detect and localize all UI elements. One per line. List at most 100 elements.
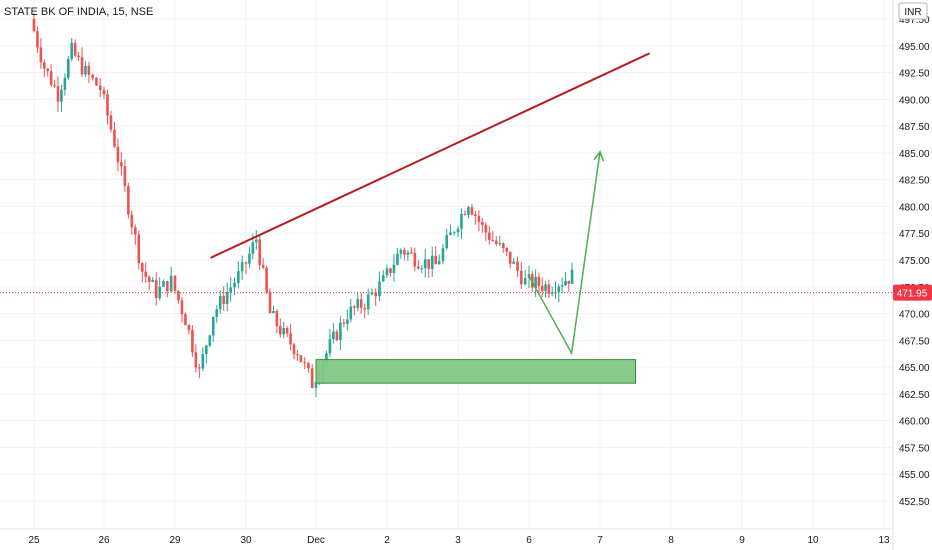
candle-body	[84, 65, 87, 75]
candle-body	[498, 243, 502, 245]
candle-body	[332, 331, 335, 340]
candle-body	[325, 353, 328, 364]
candle-body	[437, 261, 441, 265]
candle-body	[491, 240, 495, 242]
time-axis[interactable]: 25 26 29 30 Dec 2 3 6 7 8 9 10 13	[28, 535, 890, 546]
candle-body	[560, 285, 564, 287]
price-tick-label: 477.50	[899, 229, 930, 240]
candle-body	[399, 249, 403, 254]
price-tick-label: 495.00	[899, 42, 930, 53]
candle-body	[494, 240, 498, 244]
candle-body	[282, 327, 286, 335]
candle-body	[381, 275, 385, 282]
candle-body	[352, 306, 356, 308]
candle-body	[261, 265, 265, 268]
candle-body	[169, 275, 173, 292]
candle-body	[567, 280, 571, 284]
candle-body	[32, 19, 36, 32]
candle-body	[140, 263, 144, 272]
candle-body	[449, 232, 452, 236]
candle-body	[154, 279, 158, 299]
candle-body	[427, 259, 431, 269]
candle-body	[430, 255, 434, 269]
candle-body	[42, 62, 46, 69]
currency-box[interactable]	[898, 2, 928, 20]
current-price-badge[interactable]: 471.95	[893, 284, 932, 301]
candle-body	[508, 251, 512, 264]
time-tick-label: 25	[28, 535, 40, 546]
price-tick-label: 470.00	[899, 310, 930, 321]
candle-body	[420, 268, 424, 270]
candle-body	[244, 262, 248, 264]
current-price-value: 471.95	[897, 289, 928, 300]
candle-body	[477, 215, 481, 222]
price-tick-label: 475.00	[899, 256, 930, 267]
candle-body	[70, 42, 74, 59]
candle-body	[147, 276, 151, 282]
price-axis[interactable]: 452.50 455.00 457.50 460.00 462.50 465.00 467.…	[899, 15, 930, 508]
candle-body	[378, 281, 381, 297]
projection-path	[528, 151, 601, 356]
price-tick-label: 497.50	[899, 15, 930, 26]
candle-body	[162, 281, 165, 287]
candle-body	[39, 47, 43, 63]
price-tick-label: 490.00	[899, 95, 930, 106]
candle-body	[403, 249, 406, 255]
candle-body	[537, 276, 541, 286]
time-tick-label: Dec	[307, 535, 325, 546]
time-tick-label: 8	[668, 535, 674, 546]
candle-body	[314, 382, 318, 388]
currency-label: INR	[904, 7, 921, 18]
candle-body	[570, 269, 574, 284]
candle-body	[534, 276, 537, 288]
candle-body	[187, 325, 191, 331]
candle-body	[127, 186, 130, 215]
arrow-head	[593, 150, 605, 162]
candle-body	[109, 115, 113, 130]
candle-body	[258, 239, 262, 266]
candle-body	[328, 339, 332, 354]
candle-body	[102, 90, 106, 95]
price-tick-label: 492.50	[899, 69, 930, 80]
candle-body	[296, 354, 299, 356]
candle-body	[299, 355, 303, 362]
candle-body	[254, 239, 258, 243]
candle-body	[151, 279, 155, 282]
candle-body	[198, 367, 201, 369]
candle-body	[289, 333, 292, 345]
candle-body	[130, 214, 134, 228]
candle-body	[225, 292, 229, 304]
candle-body	[222, 295, 226, 304]
candle-body	[56, 86, 60, 102]
candle-body	[370, 292, 374, 295]
candle-body	[392, 264, 396, 273]
candle-body	[463, 213, 467, 215]
candle-body	[80, 57, 84, 75]
candle-body	[520, 270, 523, 285]
time-tick-label: 7	[597, 535, 603, 546]
candle-body	[184, 314, 187, 326]
demand-zone-rectangle	[315, 359, 636, 384]
candle-body	[512, 261, 515, 264]
candle-body	[116, 146, 120, 163]
grid	[0, 0, 893, 529]
candle-body	[60, 89, 63, 102]
candle-body	[406, 252, 410, 255]
candle-body	[87, 65, 91, 75]
price-tick-label: 452.50	[899, 497, 930, 508]
price-tick-label: 485.00	[899, 149, 930, 160]
price-tick-label: 487.50	[899, 122, 930, 133]
candle-body	[564, 280, 567, 286]
candle-body	[474, 214, 477, 216]
candle-body	[434, 255, 438, 265]
candle-body	[67, 58, 70, 78]
candle-body	[229, 287, 232, 293]
candle-body	[46, 68, 50, 72]
candle-body	[201, 354, 205, 369]
candle-body	[285, 327, 289, 334]
candle-body	[410, 252, 413, 254]
candle-body	[77, 55, 80, 58]
time-tick-label: 2	[384, 535, 390, 546]
